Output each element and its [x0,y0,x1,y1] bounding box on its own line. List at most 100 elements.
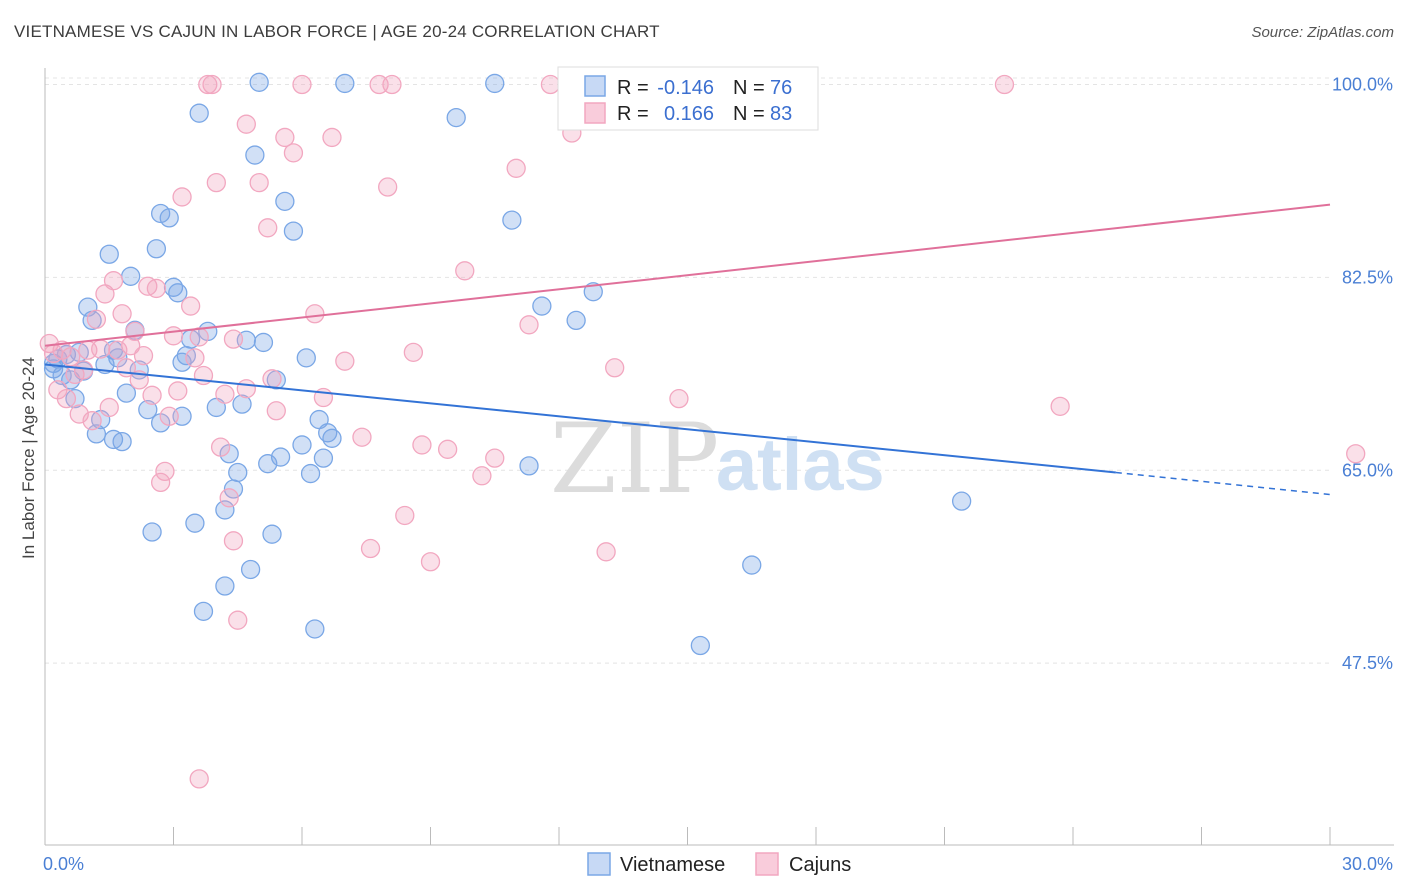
point-vietnamese-69 [583,282,603,302]
point-cajuns-36 [198,74,218,95]
point-cajuns-60 [395,505,415,526]
watermark-zip: ZIP [550,403,719,515]
point-cajuns-70 [540,74,561,95]
point-vietnamese-38 [215,576,235,596]
gridlines [45,77,1330,664]
point-vietnamese-35 [193,601,214,621]
y-tick-labels: 100.0% 82.5% 65.0% 47.5% [1332,75,1393,674]
point-cajuns-10 [82,411,102,431]
chart-source: Source: ZipAtlas.com [1251,24,1394,41]
point-cajuns-25 [146,278,167,299]
point-cajuns-59 [382,74,402,95]
point-cajuns-50 [292,74,312,95]
point-vietnamese-75 [215,500,235,520]
stats-legend: R = -0.146 N = 76 R = 0.166 N = 83 [557,66,819,131]
point-vietnamese-71 [742,555,762,575]
point-cajuns-32 [180,296,201,316]
y-axis-label: In Labor Force | Age 20-24 [19,357,38,559]
point-vietnamese-18 [121,266,141,286]
point-vietnamese-63 [446,107,466,128]
point-cajuns-34 [189,327,209,347]
point-vietnamese-55 [296,348,316,368]
point-vietnamese-52 [275,191,295,212]
series-cajuns [39,74,1366,789]
point-cajuns-4 [56,388,77,409]
point-vietnamese-47 [253,332,274,353]
point-vietnamese-13 [99,244,119,264]
point-vietnamese-34 [189,103,209,123]
watermark: ZIP atlas [550,403,885,515]
point-vietnamese-72 [951,491,972,511]
point-cajuns-62 [412,435,432,455]
watermark-atlas: atlas [716,423,885,506]
legend-swatch-vietnamese[interactable] [587,852,611,876]
point-vietnamese-53 [283,221,304,241]
stats-r-value-cajuns: 0.166 [664,103,714,125]
point-cajuns-29 [163,326,184,346]
point-cajuns-39 [210,437,231,457]
point-cajuns-66 [472,466,492,486]
stats-n-value-cajuns: 83 [770,103,792,125]
point-cajuns-78 [1346,444,1366,464]
point-cajuns-64 [437,439,458,459]
point-cajuns-68 [506,158,526,178]
point-cajuns-80 [262,369,282,389]
point-cajuns-76 [994,74,1015,95]
legend-label-cajuns[interactable]: Cajuns [789,854,851,876]
point-cajuns-38 [206,172,226,193]
legend-label-vietnamese[interactable]: Vietnamese [620,854,725,876]
point-cajuns-48 [275,127,295,148]
point-cajuns-47 [266,401,286,421]
point-vietnamese-28 [168,283,188,303]
point-vietnamese-21 [138,400,158,420]
point-cajuns-12 [91,339,111,359]
point-vietnamese-56 [300,463,321,484]
legend-swatch-cajuns[interactable] [755,852,779,876]
point-cajuns-63 [420,552,441,572]
point-vietnamese-51 [270,447,291,467]
point-vietnamese-57 [305,619,325,639]
point-cajuns-24 [142,385,162,405]
point-vietnamese-23 [146,239,167,259]
point-cajuns-26 [150,472,171,493]
series-vietnamese [43,72,972,656]
point-cajuns-43 [228,610,248,630]
point-vietnamese-65 [502,210,522,230]
stats-n-value-vietnamese: 76 [770,77,792,99]
point-vietnamese-45 [245,145,265,165]
point-cajuns-74 [669,388,689,409]
y-tick-label-2: 65.0% [1342,460,1393,480]
point-vietnamese-74 [103,429,124,450]
stats-swatch-vietnamese [584,75,606,97]
point-cajuns-58 [378,177,398,197]
point-vietnamese-44 [240,559,261,580]
point-vietnamese-64 [485,73,505,94]
x-tick-labels: 0.0% 30.0% [43,854,1393,874]
y-tick-label-3: 47.5% [1342,653,1393,673]
point-cajuns-69 [519,315,539,335]
point-vietnamese-62 [335,73,355,94]
point-cajuns-65 [455,261,475,281]
point-cajuns-41 [219,488,239,508]
axes [44,68,1394,846]
point-cajuns-53 [322,127,342,148]
point-vietnamese-49 [262,524,282,544]
point-vietnamese-61 [322,428,342,448]
trend-extension-vietnamese [1115,471,1331,496]
point-cajuns-77 [1050,396,1070,417]
point-cajuns-49 [283,143,304,163]
point-cajuns-20 [125,321,145,342]
stats-n-label-2: N = [733,103,765,125]
point-cajuns-73 [605,358,625,378]
trend-lines [44,203,1331,496]
point-vietnamese-54 [292,435,312,455]
point-cajuns-14 [99,397,119,418]
trend-vietnamese [44,363,1116,474]
point-vietnamese-70 [690,635,710,656]
point-cajuns-31 [172,187,192,207]
trend-cajuns [44,203,1331,347]
point-cajuns-27 [155,461,175,482]
point-vietnamese-67 [532,296,552,316]
point-vietnamese-26 [159,208,179,228]
point-cajuns-81 [223,329,244,349]
